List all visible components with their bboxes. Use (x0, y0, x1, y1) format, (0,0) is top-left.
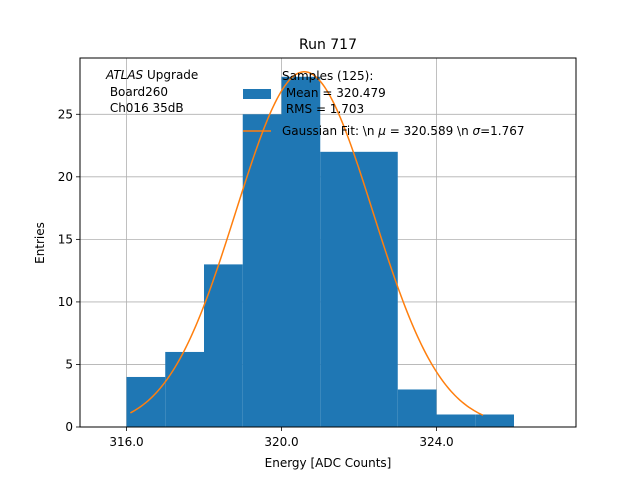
histogram-bar (242, 114, 282, 427)
histogram-bar (475, 414, 514, 427)
x-tick-label: 320.0 (264, 435, 298, 449)
histogram-bar (436, 414, 476, 427)
plot-frame (79, 57, 577, 428)
y-tick-label: 5 (65, 357, 73, 371)
upgrade-label: Upgrade (143, 68, 198, 82)
legend-fit-label: Gaussian Fit: \n μ = 320.589 \n σ=1.767 (282, 124, 525, 138)
histogram-bar (359, 151, 398, 428)
x-axis-label: Energy [ADC Counts] (265, 456, 392, 470)
svg-text:ATLAS Upgrade: ATLAS Upgrade (105, 68, 198, 82)
histogram-bar (320, 151, 359, 428)
x-tick-label: 316.0 (109, 435, 143, 449)
y-tick-label: 15 (58, 232, 73, 246)
atlas-annotation: ATLAS Upgrade Board260 Ch016 35dB (105, 68, 198, 115)
histogram-bar (204, 264, 243, 427)
y-axis-label: Entries (33, 222, 47, 264)
y-tick-label: 20 (58, 170, 73, 184)
y-tick-label: 10 (58, 295, 73, 309)
legend-hist-swatch (243, 89, 271, 99)
legend: Samples (125): Mean = 320.479 RMS = 1.70… (243, 69, 525, 138)
legend-hist-line-1: Samples (125): (282, 69, 373, 83)
board-label: Board260 (106, 85, 168, 99)
legend-hist-line-2: Mean = 320.479 (282, 86, 386, 100)
y-axis-ticks: 0 5 10 15 20 25 (58, 107, 80, 434)
y-tick-label: 0 (65, 420, 73, 434)
channel-label: Ch016 35dB (106, 101, 184, 115)
atlas-label: ATLAS (105, 68, 144, 82)
histogram-bar (281, 76, 321, 428)
chart-title: Run 717 (299, 37, 357, 53)
legend-hist-line-3: RMS = 1.703 (282, 102, 364, 116)
x-axis-ticks: 316.0 320.0 324.0 (109, 427, 454, 449)
gaussian-fit (130, 71, 484, 416)
histogram-bar (165, 351, 204, 427)
histogram-bar (397, 389, 437, 427)
gaussian-fit-curve (130, 71, 484, 416)
histogram-bars (126, 76, 514, 428)
y-tick-label: 25 (58, 107, 73, 121)
x-tick-label: 324.0 (419, 435, 453, 449)
